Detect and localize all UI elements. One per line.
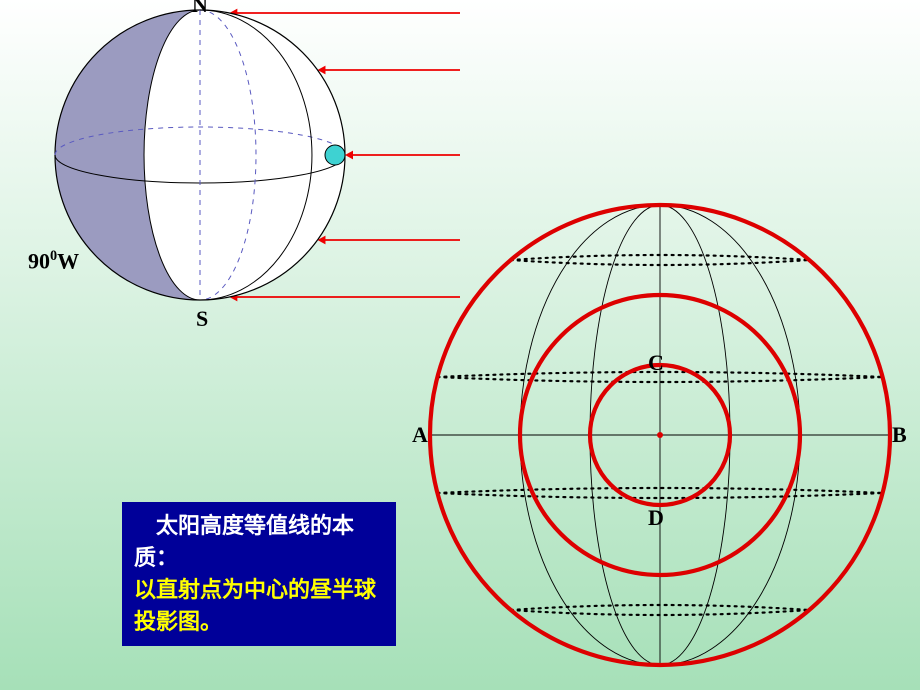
caption-box: 太阳高度等值线的本质： 以直射点为中心的昼半球投影图。 [122, 502, 396, 646]
label-90W: 900W [28, 248, 79, 274]
label-A: A [412, 422, 428, 448]
caption-line1: 太阳高度等值线的本质： [134, 510, 384, 574]
label-N: N [192, 0, 208, 18]
label-D: D [648, 505, 664, 531]
label-S: S [196, 306, 208, 332]
label-C: C [648, 350, 664, 376]
caption-line2: 以直射点为中心的昼半球投影图。 [134, 574, 384, 638]
label-B: B [892, 422, 907, 448]
